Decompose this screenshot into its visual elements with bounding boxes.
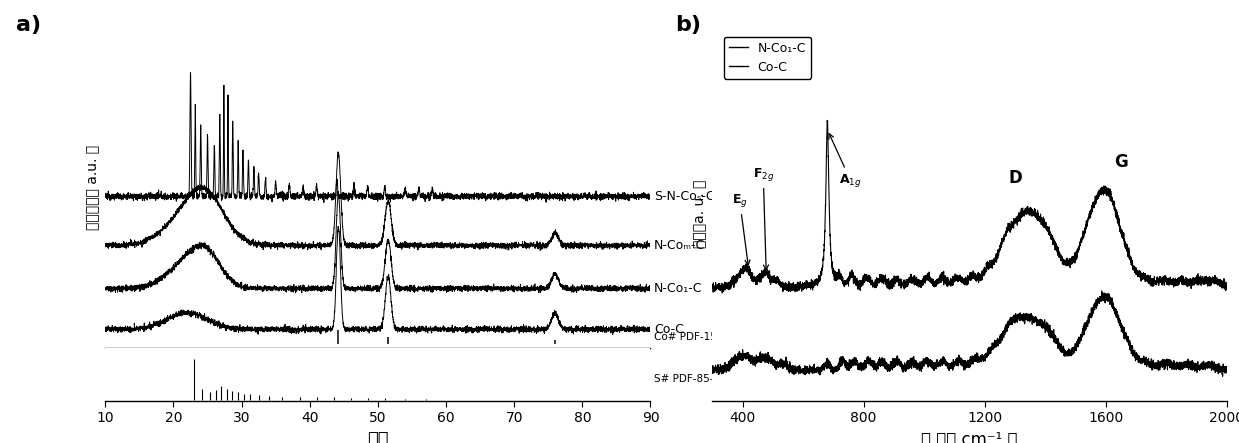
Text: Co# PDF-15-0806: Co# PDF-15-0806 xyxy=(654,332,747,342)
Text: a): a) xyxy=(16,15,41,35)
Text: S# PDF-85-0799: S# PDF-85-0799 xyxy=(654,374,740,384)
Text: N-Co₁-C: N-Co₁-C xyxy=(654,282,703,295)
Text: A$_{1g}$: A$_{1g}$ xyxy=(829,134,862,190)
Text: F$_{2g}$: F$_{2g}$ xyxy=(752,166,774,270)
X-axis label: 角度: 角度 xyxy=(367,431,389,443)
Text: G: G xyxy=(1114,153,1127,171)
Text: E$_g$: E$_g$ xyxy=(732,192,750,265)
Text: S-N-Coₛ-C: S-N-Coₛ-C xyxy=(654,190,715,203)
Y-axis label: 强度（a. u. ）: 强度（a. u. ） xyxy=(693,179,707,248)
Text: N-Coₘ-C: N-Coₘ-C xyxy=(654,239,705,252)
Text: D: D xyxy=(1009,169,1022,187)
Legend: N-Co₁-C, Co-C: N-Co₁-C, Co-C xyxy=(724,37,812,79)
Y-axis label: 相对强度（ a.u. ）: 相对强度（ a.u. ） xyxy=(85,144,100,230)
Text: Co-C: Co-C xyxy=(654,323,684,336)
Text: b): b) xyxy=(675,15,701,35)
X-axis label: 波 数（ cm⁻¹ ）: 波 数（ cm⁻¹ ） xyxy=(922,431,1017,443)
